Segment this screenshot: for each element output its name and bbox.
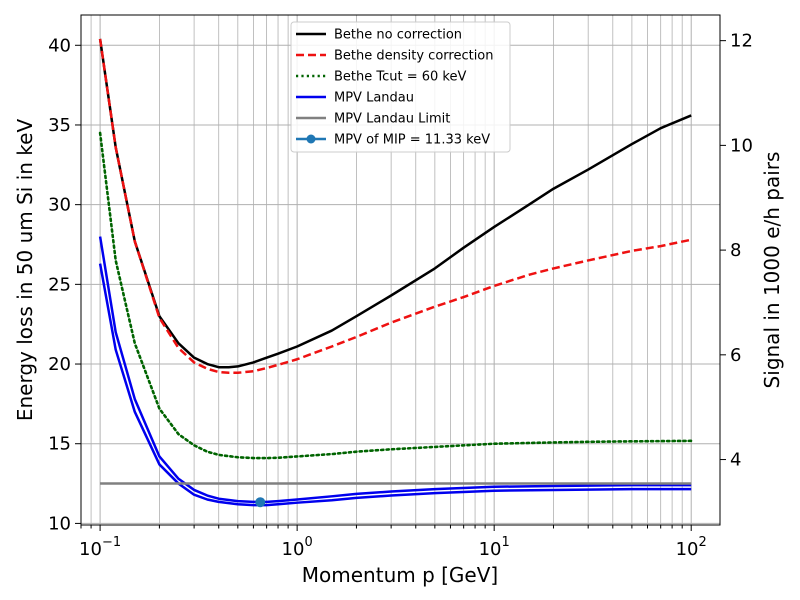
series-layer — [98, 38, 693, 508]
y-tick-label: 40 — [48, 35, 71, 56]
series-line-1 — [98, 38, 692, 375]
x-tick-exponent: 1 — [501, 535, 509, 550]
y2-tick-label: 10 — [730, 135, 753, 156]
x-tick-base: 10 — [79, 539, 102, 560]
y-axis-title: Energy loss in 50 um Si in keV — [13, 119, 37, 422]
x-tick-base: 10 — [479, 539, 502, 560]
legend: Bethe no correction Bethe density correct… — [290, 21, 511, 153]
y-tick-label: 35 — [48, 115, 71, 136]
x-axis-title: Momentum p [GeV] — [302, 563, 498, 587]
x-tick-exponent: 2 — [699, 535, 707, 550]
mip-point-marker — [255, 497, 266, 508]
y-tick-label: 10 — [48, 513, 71, 534]
legend-label-2: Bethe Tcut = 60 keV — [334, 70, 466, 85]
y-tick-label: 25 — [48, 274, 71, 295]
series-line-0 — [98, 38, 692, 369]
legend-label-0: Bethe no correction — [334, 28, 462, 43]
legend-point-marker — [306, 134, 316, 144]
x-tick-base: 10 — [676, 539, 699, 560]
x-tick-label: 100 — [282, 535, 313, 560]
legend-box — [290, 21, 511, 153]
series-line-4 — [98, 263, 692, 507]
y2-tick-label: 6 — [730, 345, 741, 366]
legend-label-3: MPV Landau — [334, 91, 414, 106]
legend-label-5: MPV of MIP = 11.33 keV — [334, 133, 490, 148]
x-tick-base: 10 — [282, 539, 305, 560]
x-tick-label: 101 — [479, 535, 510, 560]
x-tick-exponent: 0 — [304, 535, 312, 550]
y-tick-label: 20 — [48, 354, 71, 375]
y2-axis-title: Signal in 1000 e/h pairs — [760, 152, 784, 389]
legend-label-4: MPV Landau Limit — [334, 112, 450, 127]
x-tick-exponent: −1 — [102, 535, 121, 550]
legend-label-1: Bethe density correction — [334, 49, 494, 64]
x-tick-label: 102 — [676, 535, 707, 560]
legend-items: Bethe no correction Bethe density correct… — [296, 28, 494, 148]
x-tick-label: 10−1 — [79, 535, 121, 560]
plot-frame — [80, 14, 721, 526]
series-line-3 — [98, 236, 692, 504]
y2-tick-label: 8 — [730, 240, 741, 261]
y2-tick-label: 12 — [730, 31, 753, 52]
y2-tick-label: 4 — [730, 450, 741, 471]
y-tick-label: 30 — [48, 195, 71, 216]
grid — [80, 15, 720, 525]
series-line-2 — [98, 131, 693, 460]
y-tick-label: 15 — [48, 434, 71, 455]
